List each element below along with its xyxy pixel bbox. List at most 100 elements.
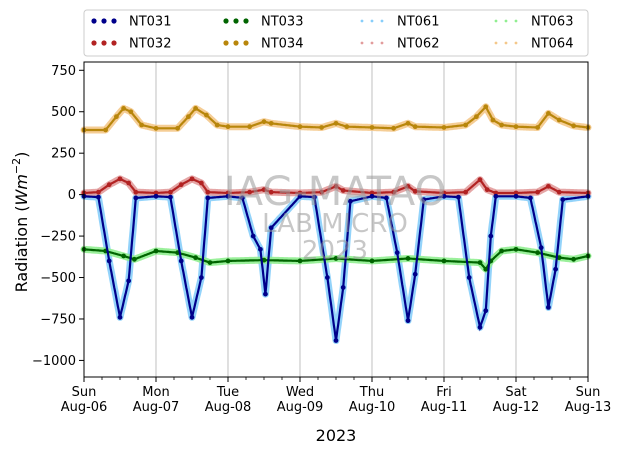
data-point-nt034 xyxy=(128,109,134,115)
data-point-nt032 xyxy=(369,190,375,196)
data-point-nt034 xyxy=(391,125,396,131)
y-tick-label: 0 xyxy=(68,188,76,203)
data-point-nt033 xyxy=(556,255,562,261)
data-point-nt031 xyxy=(268,225,274,231)
data-point-nt034 xyxy=(405,120,411,126)
data-point-nt031 xyxy=(106,258,112,264)
data-point-nt033 xyxy=(369,258,375,264)
y-tick-label: −250 xyxy=(40,230,76,245)
x-tick-label-date: Aug-08 xyxy=(205,400,252,415)
legend-item-nt061: NT061 xyxy=(360,15,439,30)
data-point-nt031 xyxy=(528,195,533,201)
x-tick-label-day: Fri xyxy=(436,385,452,400)
legend-marker xyxy=(111,18,117,24)
data-point-nt034 xyxy=(225,124,231,130)
x-tick-label-day: Tue xyxy=(216,385,239,400)
data-point-nt032 xyxy=(126,180,132,186)
legend-marker xyxy=(514,19,518,23)
data-point-nt031 xyxy=(369,193,375,199)
data-point-nt034 xyxy=(175,125,181,131)
data-point-nt033 xyxy=(405,256,411,261)
legend-box xyxy=(83,9,589,57)
data-point-nt034 xyxy=(463,122,468,128)
legend-marker xyxy=(504,19,508,23)
y-axis-title-main: Radiation ( xyxy=(12,205,31,292)
data-point-nt033 xyxy=(477,260,483,266)
data-point-nt033 xyxy=(499,248,504,254)
data-point-nt031 xyxy=(466,275,472,280)
grid-lines xyxy=(83,62,589,377)
legend-marker xyxy=(504,41,508,45)
legend-label: NT064 xyxy=(531,37,573,52)
data-point-nt031 xyxy=(421,197,427,203)
data-point-nt031 xyxy=(198,275,204,280)
data-point-nt031 xyxy=(168,194,173,200)
x-tick-label-date: Aug-06 xyxy=(61,400,108,415)
legend-label: NT063 xyxy=(531,15,573,30)
data-point-nt031 xyxy=(250,233,256,239)
watermark-line-2: LAB MICRO xyxy=(262,209,408,239)
data-point-nt031 xyxy=(133,195,139,201)
data-point-nt031 xyxy=(178,258,184,264)
data-point-nt033 xyxy=(513,246,519,252)
data-point-nt033 xyxy=(441,258,447,264)
data-point-nt034 xyxy=(103,127,108,133)
legend-item-nt031: NT031 xyxy=(91,15,171,30)
legend-marker xyxy=(494,41,498,45)
data-point-nt032 xyxy=(405,183,411,189)
legend-label: NT033 xyxy=(261,15,303,30)
series-nt033 xyxy=(81,246,591,272)
data-point-nt032 xyxy=(391,189,396,195)
legend-marker xyxy=(514,41,518,45)
x-tick-label-date: Aug-12 xyxy=(493,400,540,415)
data-point-nt031 xyxy=(117,314,123,320)
legend-marker xyxy=(370,19,374,23)
data-point-nt033 xyxy=(153,248,159,254)
x-tick-label-day: Mon xyxy=(142,385,169,400)
x-tick-label-day: Sun xyxy=(576,385,601,400)
data-point-nt031 xyxy=(412,271,418,277)
data-point-nt031 xyxy=(441,193,447,199)
data-point-nt034 xyxy=(490,117,496,123)
data-point-nt033 xyxy=(207,260,213,266)
legend-marker xyxy=(380,41,384,45)
data-point-nt031 xyxy=(312,194,317,200)
legend-item-nt064: NT064 xyxy=(494,37,573,52)
legend-marker xyxy=(223,40,229,46)
data-point-nt031 xyxy=(394,250,400,256)
legend-marker xyxy=(370,41,374,45)
data-point-nt034 xyxy=(546,110,551,116)
y-tick-label: 250 xyxy=(51,147,76,162)
data-point-nt032 xyxy=(463,189,468,195)
data-point-nt031 xyxy=(333,338,339,343)
data-point-nt034 xyxy=(153,125,159,131)
data-point-nt033 xyxy=(535,250,540,256)
data-point-nt034 xyxy=(186,114,191,120)
legend-marker xyxy=(360,19,364,23)
watermark: IAG-MATAO LAB MICRO 2023 xyxy=(224,169,446,266)
data-point-nt032 xyxy=(268,189,274,195)
data-point-nt034 xyxy=(319,125,324,130)
legend-marker xyxy=(233,18,239,24)
data-point-nt032 xyxy=(117,176,123,182)
data-point-nt033 xyxy=(121,253,126,259)
legend-marker xyxy=(243,40,249,46)
data-point-nt031 xyxy=(240,195,245,201)
y-tick-label: 750 xyxy=(51,64,76,79)
legend-marker xyxy=(243,18,249,24)
legend-marker xyxy=(223,18,229,24)
legend-marker xyxy=(111,40,117,46)
legend-item-nt034: NT034 xyxy=(223,37,303,52)
data-point-nt031 xyxy=(340,285,346,290)
x-axis-title: 2023 xyxy=(316,426,357,445)
data-point-nt031 xyxy=(263,291,268,297)
data-point-nt033 xyxy=(333,256,339,261)
data-point-nt031 xyxy=(405,318,411,324)
data-point-nt031 xyxy=(126,278,132,284)
data-point-nt032 xyxy=(412,188,418,194)
y-tick-label: −1000 xyxy=(32,354,76,369)
data-point-nt032 xyxy=(513,190,519,196)
data-point-nt034 xyxy=(344,124,350,130)
x-tick-label-day: Sun xyxy=(72,385,97,400)
data-point-nt033 xyxy=(225,258,231,264)
